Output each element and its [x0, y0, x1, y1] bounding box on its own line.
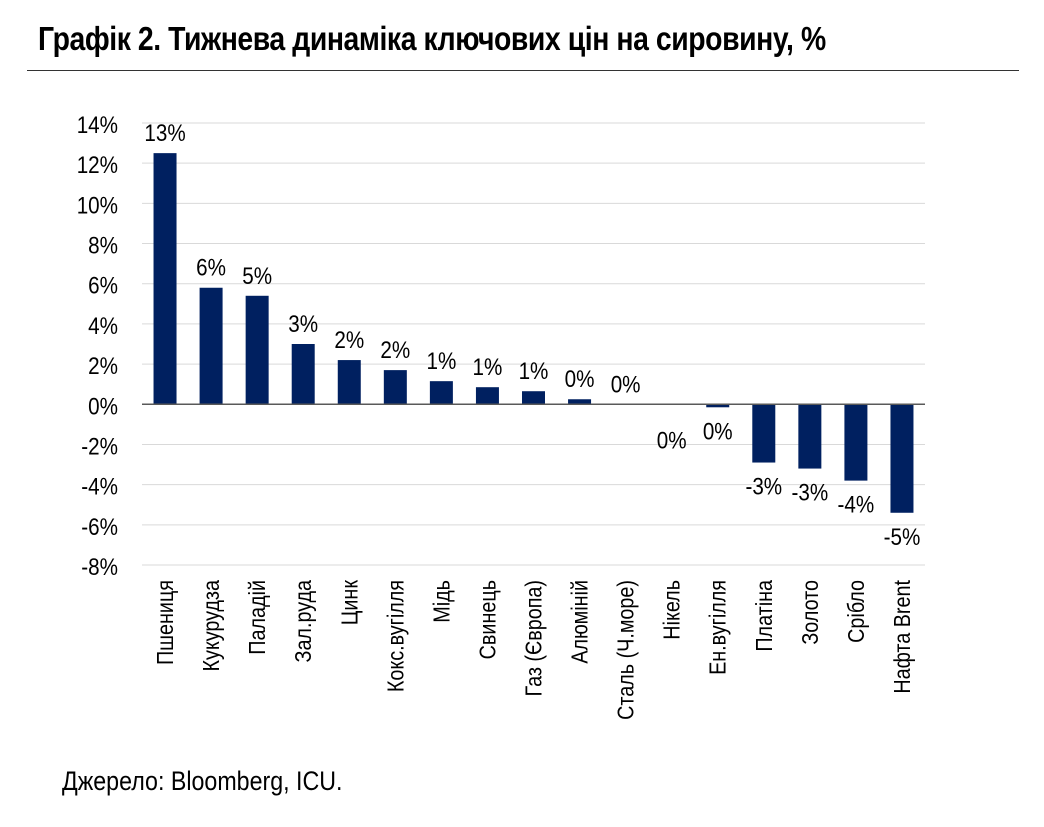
- bar: [568, 399, 592, 405]
- bar: [522, 391, 545, 405]
- bar: [798, 404, 822, 469]
- data-label: -5%: [884, 523, 921, 550]
- chart-title: Графік 2. Тижнева динаміка ключових цін …: [38, 20, 826, 57]
- bar: [383, 370, 407, 405]
- data-label: -4%: [838, 491, 875, 518]
- y-tick-label: -4%: [81, 473, 118, 500]
- x-tick-label: Мідь: [429, 580, 455, 623]
- data-label: 0%: [565, 366, 595, 393]
- data-label: 1%: [426, 348, 456, 375]
- x-tick-label: Золото: [797, 580, 823, 645]
- data-label: -3%: [745, 473, 782, 500]
- y-tick-label: 4%: [88, 312, 118, 339]
- y-tick-label: 14%: [77, 112, 118, 139]
- y-tick-label: 10%: [77, 192, 118, 219]
- y-tick-label: 12%: [77, 152, 118, 179]
- bars: [153, 153, 914, 513]
- data-label: 0%: [657, 427, 687, 454]
- x-tick-label: Кукурудза: [199, 580, 225, 672]
- data-label: 2%: [334, 327, 364, 354]
- source-note: Джерело: Bloomberg, ICU.: [62, 766, 343, 796]
- y-tick-label: 6%: [88, 272, 118, 299]
- bar: [475, 387, 499, 405]
- x-tick-label: Свинець: [475, 580, 501, 659]
- data-label: 1%: [473, 354, 503, 381]
- bar: [291, 344, 315, 405]
- x-axis-ticks: Пшениця Кукурудза Паладій Зал.руда Цинк Кокс.…: [153, 579, 916, 719]
- data-labels: 13% 6% 5% 3% 2% 2% 1% 1% 1% 0% 0% 0% 0% -3% -3% -4% -5%: [144, 120, 920, 550]
- data-label: 3%: [288, 311, 318, 338]
- y-tick-label: 2%: [88, 353, 118, 380]
- y-axis-ticks: 14% 12% 10% 8% 6% 4% 2% 0% -2% -4% -6% -8%: [77, 112, 118, 581]
- data-label: 2%: [380, 337, 410, 364]
- y-tick-label: 0%: [88, 393, 118, 420]
- x-tick-label: Нікель: [659, 580, 685, 640]
- y-tick-label: 8%: [88, 232, 118, 259]
- bar: [429, 381, 453, 405]
- x-tick-label: Зал.руда: [291, 580, 317, 663]
- bar: [337, 360, 361, 405]
- x-tick-label: Ен.вугілля: [705, 580, 731, 675]
- x-tick-label: Нафта Brent: [890, 580, 916, 694]
- data-label: 1%: [519, 358, 549, 385]
- bar: [890, 404, 914, 513]
- data-label: -3%: [792, 479, 829, 506]
- y-tick-label: -8%: [81, 554, 118, 581]
- x-tick-label: Кокс.вугілля: [383, 580, 409, 692]
- bar: [245, 295, 269, 405]
- bar: [199, 287, 223, 405]
- bar: [844, 404, 868, 481]
- x-tick-label: Срібло: [844, 580, 870, 643]
- bar-chart: 14% 12% 10% 8% 6% 4% 2% 0% -2% -4% -6% -8% 13% 6% 5% 3…: [77, 112, 925, 720]
- x-tick-label: Газ (Європа): [521, 580, 547, 696]
- x-tick-label: Сталь (Ч.море): [613, 580, 639, 720]
- x-tick-label: Платіна: [751, 580, 777, 652]
- bar: [153, 153, 177, 405]
- data-label: 0%: [611, 371, 641, 398]
- y-tick-label: -2%: [81, 433, 118, 460]
- x-tick-label: Алюміній: [567, 580, 593, 664]
- data-label: 6%: [196, 254, 226, 281]
- data-label: 5%: [242, 262, 272, 289]
- x-tick-label: Пшениця: [153, 580, 179, 665]
- data-label: 0%: [703, 418, 733, 445]
- bar: [752, 404, 776, 463]
- x-tick-label: Цинк: [337, 579, 363, 625]
- gridlines: [142, 122, 925, 566]
- bar: [706, 404, 730, 408]
- y-tick-label: -6%: [81, 513, 118, 540]
- x-tick-label: Паладій: [245, 580, 271, 655]
- data-label: 13%: [144, 120, 185, 147]
- title-divider: [27, 70, 1019, 71]
